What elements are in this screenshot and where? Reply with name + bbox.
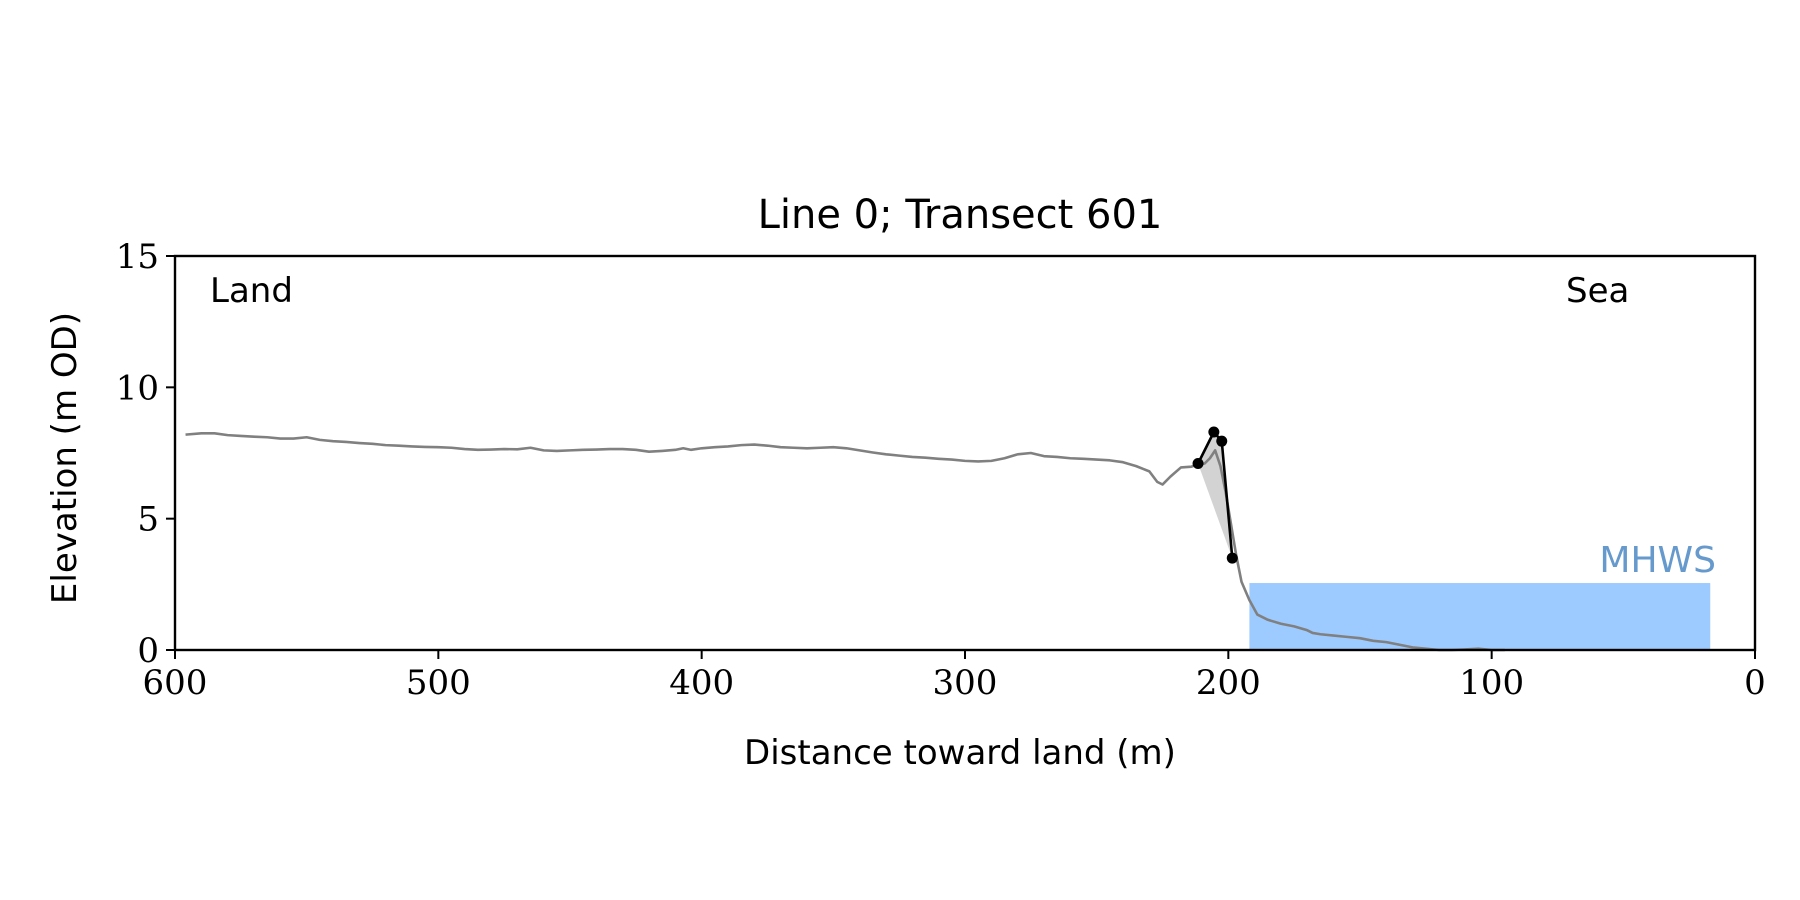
mhws-label: MHWS xyxy=(1599,540,1716,581)
x-tick-label: 100 xyxy=(1459,663,1524,703)
x-tick-label: 300 xyxy=(933,663,998,703)
x-tick-label: 400 xyxy=(669,663,734,703)
plot-area xyxy=(185,426,1711,652)
y-axis-label: Elevation (m OD) xyxy=(45,312,85,604)
cliff-point xyxy=(1192,458,1204,470)
x-tick-label: 200 xyxy=(1196,663,1261,703)
profile-line xyxy=(185,431,1505,652)
y-tick-label: 10 xyxy=(116,368,159,408)
x-axis-label: Distance toward land (m) xyxy=(744,733,1176,773)
y-tick-label: 15 xyxy=(116,237,159,277)
cliff-line xyxy=(1196,430,1234,559)
x-tick-label: 500 xyxy=(406,663,471,703)
cliff-point xyxy=(1208,426,1220,438)
cliff-point xyxy=(1216,435,1228,447)
sea-label: Sea xyxy=(1566,271,1629,311)
y-tick-label: 5 xyxy=(137,500,159,540)
x-tick-label: 600 xyxy=(143,663,208,703)
cliff-point xyxy=(1226,552,1238,564)
land-label: Land xyxy=(210,271,293,311)
axes: 600 500 400 300 200 100 0 0 5 10 15 xyxy=(116,237,1766,703)
y-tick-label: 0 xyxy=(137,631,159,671)
chart-title: Line 0; Transect 601 xyxy=(758,192,1163,238)
x-tick-label: 0 xyxy=(1744,663,1766,703)
mhws-band xyxy=(1249,583,1711,650)
